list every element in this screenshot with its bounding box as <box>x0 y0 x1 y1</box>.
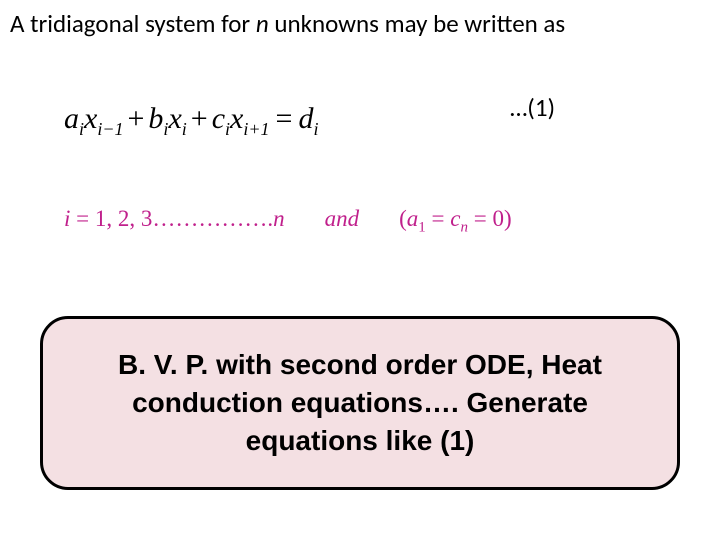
constraint-seq: 1, 2, 3……………. <box>95 206 273 231</box>
term-x3-sub: i+1 <box>243 119 269 139</box>
constraint-close: ) <box>504 206 512 231</box>
term-d-sub: i <box>313 119 318 139</box>
term-c: c <box>212 102 225 135</box>
constraint-a: a <box>407 206 419 231</box>
equation-number: …(1) <box>510 92 555 123</box>
term-a: a <box>64 102 79 135</box>
term-x1-sub: i−1 <box>97 119 123 139</box>
term-x1: x <box>84 102 97 135</box>
constraint-open: ( <box>399 206 407 231</box>
term-b: b <box>148 102 163 135</box>
term-d: d <box>298 102 313 135</box>
equals: = <box>270 102 299 135</box>
constraint-eq: = <box>70 206 94 231</box>
plus-2: + <box>187 102 212 135</box>
constraint-zero: = 0 <box>468 206 504 231</box>
heading-pre: A tridiagonal system for <box>10 8 256 39</box>
constraint-n: n <box>273 206 285 231</box>
constraints-line: i = 1, 2, 3…………….nand(a1 = cn = 0) <box>64 206 512 237</box>
term-x2: x <box>168 102 181 135</box>
constraint-and: and <box>325 206 360 231</box>
constraint-mid: = <box>426 206 450 231</box>
callout-box: B. V. P. with second order ODE, Heat con… <box>40 316 680 490</box>
heading-post: unknowns may be written as <box>269 8 566 39</box>
term-x3: x <box>230 102 243 135</box>
page-title: A tridiagonal system for n unknowns may … <box>10 8 565 39</box>
plus-1: + <box>124 102 149 135</box>
main-equation: aixi−1+bixi+cixi+1=di <box>64 102 318 140</box>
heading-n: n <box>256 8 269 39</box>
constraint-c-sub: n <box>461 220 469 236</box>
callout-text: B. V. P. with second order ODE, Heat con… <box>73 346 647 459</box>
constraint-a-sub: 1 <box>418 220 426 236</box>
constraint-c: c <box>450 206 460 231</box>
